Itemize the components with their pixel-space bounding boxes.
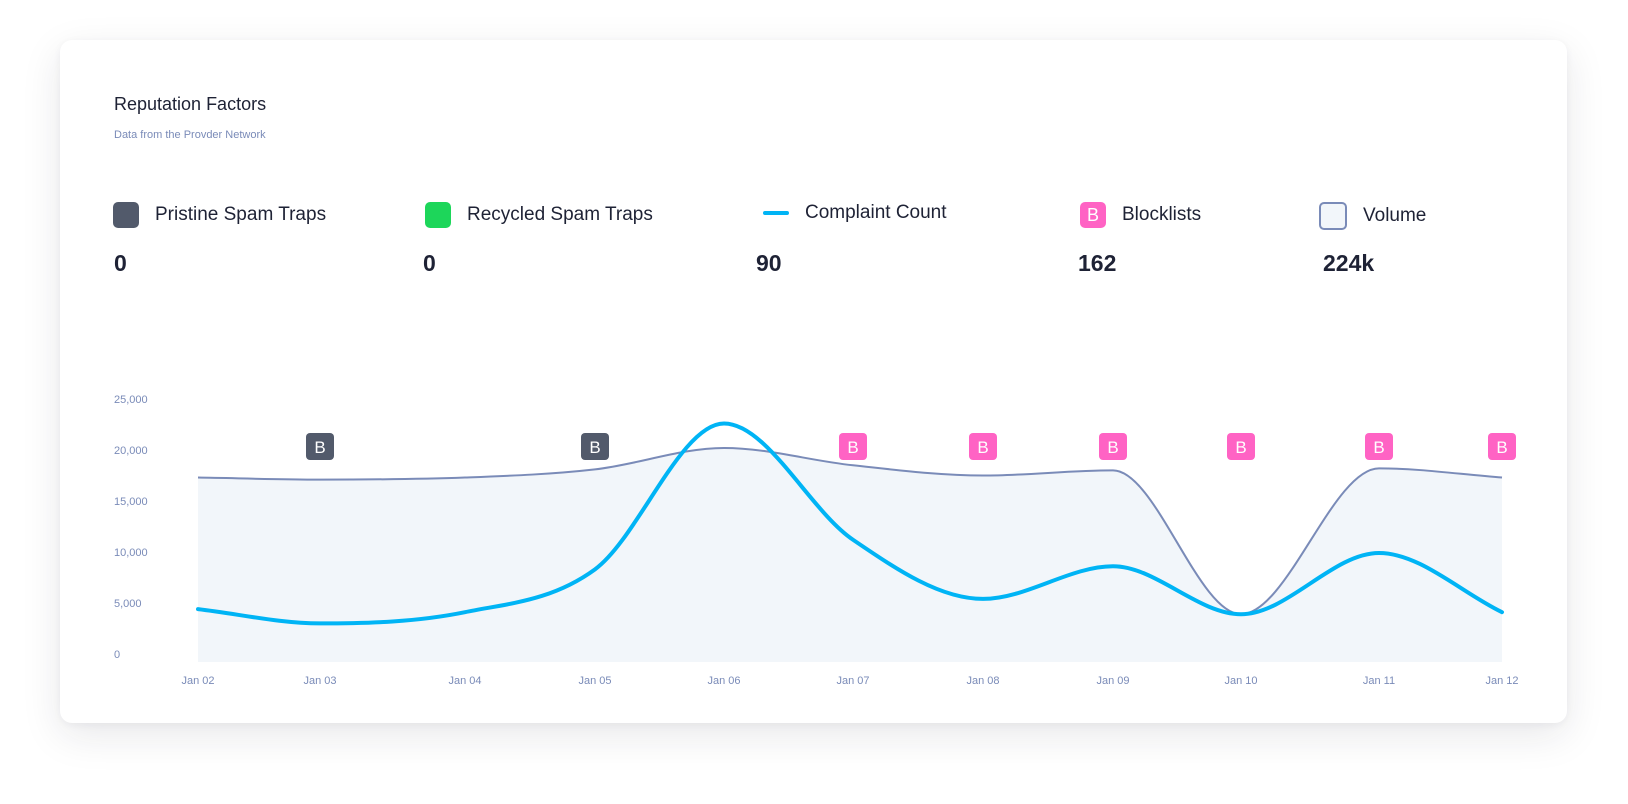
pristine-marker-badge xyxy=(306,433,334,460)
y-tick-label: 0 xyxy=(114,649,120,661)
blocklists-value: 162 xyxy=(1078,250,1117,276)
x-tick-label: Jan 02 xyxy=(181,675,214,687)
marker-label: B xyxy=(1235,438,1246,457)
marker-label: B xyxy=(1496,438,1507,457)
marker-label: B xyxy=(1107,438,1118,457)
legend-label: Recycled Spam Traps xyxy=(467,204,653,225)
x-tick-label: Jan 04 xyxy=(448,675,481,687)
recycled-value: 0 xyxy=(423,250,436,276)
card-subtitle: Data from the Provder Network xyxy=(114,129,266,141)
legend-complaint[interactable]: Complaint Count xyxy=(763,202,947,224)
x-tick-label: Jan 08 xyxy=(966,675,999,687)
marker-label: B xyxy=(1373,438,1384,457)
legend-label: Complaint Count xyxy=(805,202,947,223)
complaint-line xyxy=(196,421,1504,626)
legend-label: Blocklists xyxy=(1122,204,1202,225)
blocklist-marker-badge xyxy=(969,433,997,460)
x-tick-label: Jan 07 xyxy=(836,675,869,687)
volume-value: 224k xyxy=(1323,250,1375,276)
marker-label: B xyxy=(847,438,858,457)
pristine-marker-badge xyxy=(581,433,609,460)
x-tick-label: Jan 11 xyxy=(1363,675,1395,687)
legend-label: Pristine Spam Traps xyxy=(155,204,327,225)
volume-line xyxy=(197,446,1503,616)
legend-recycled[interactable]: Recycled Spam Traps xyxy=(425,202,653,228)
x-tick-label: Jan 12 xyxy=(1485,675,1518,687)
marker-label: B xyxy=(977,438,988,457)
blocklist-marker-badge xyxy=(1227,433,1255,460)
card-title: Reputation Factors xyxy=(114,94,267,114)
volume-area xyxy=(198,447,1502,662)
x-tick-label: Jan 09 xyxy=(1096,675,1129,687)
y-tick-label: 5,000 xyxy=(114,598,142,610)
pristine-value: 0 xyxy=(114,250,127,276)
complaint-line-icon xyxy=(763,211,789,215)
legend-label: Volume xyxy=(1363,205,1427,226)
blocklist-marker-badge xyxy=(1488,433,1516,460)
y-tick-label: 15,000 xyxy=(114,496,148,508)
y-tick-label: 20,000 xyxy=(114,445,148,457)
blocklist-marker-badge xyxy=(839,433,867,460)
pristine-swatch-icon xyxy=(113,202,139,228)
x-tick-label: Jan 06 xyxy=(707,675,740,687)
blocklist-marker-badge xyxy=(1099,433,1127,460)
y-tick-label: 10,000 xyxy=(114,547,148,559)
x-tick-label: Jan 10 xyxy=(1224,675,1257,687)
complaint-value: 90 xyxy=(756,250,782,276)
blocklist-badge-icon: B xyxy=(1080,202,1106,228)
x-tick-label: Jan 03 xyxy=(303,675,336,687)
legend-blocklists[interactable]: B Blocklists xyxy=(1080,202,1201,228)
marker-label: B xyxy=(589,438,600,457)
marker-label: B xyxy=(314,438,325,457)
y-tick-label: 25,000 xyxy=(114,394,148,406)
recycled-swatch-icon xyxy=(425,202,451,228)
legend-volume[interactable]: Volume xyxy=(1319,202,1426,230)
legend-pristine[interactable]: Pristine Spam Traps xyxy=(113,202,326,228)
blocklist-marker-badge xyxy=(1365,433,1393,460)
volume-swatch-icon xyxy=(1319,202,1347,230)
x-tick-label: Jan 05 xyxy=(578,675,611,687)
